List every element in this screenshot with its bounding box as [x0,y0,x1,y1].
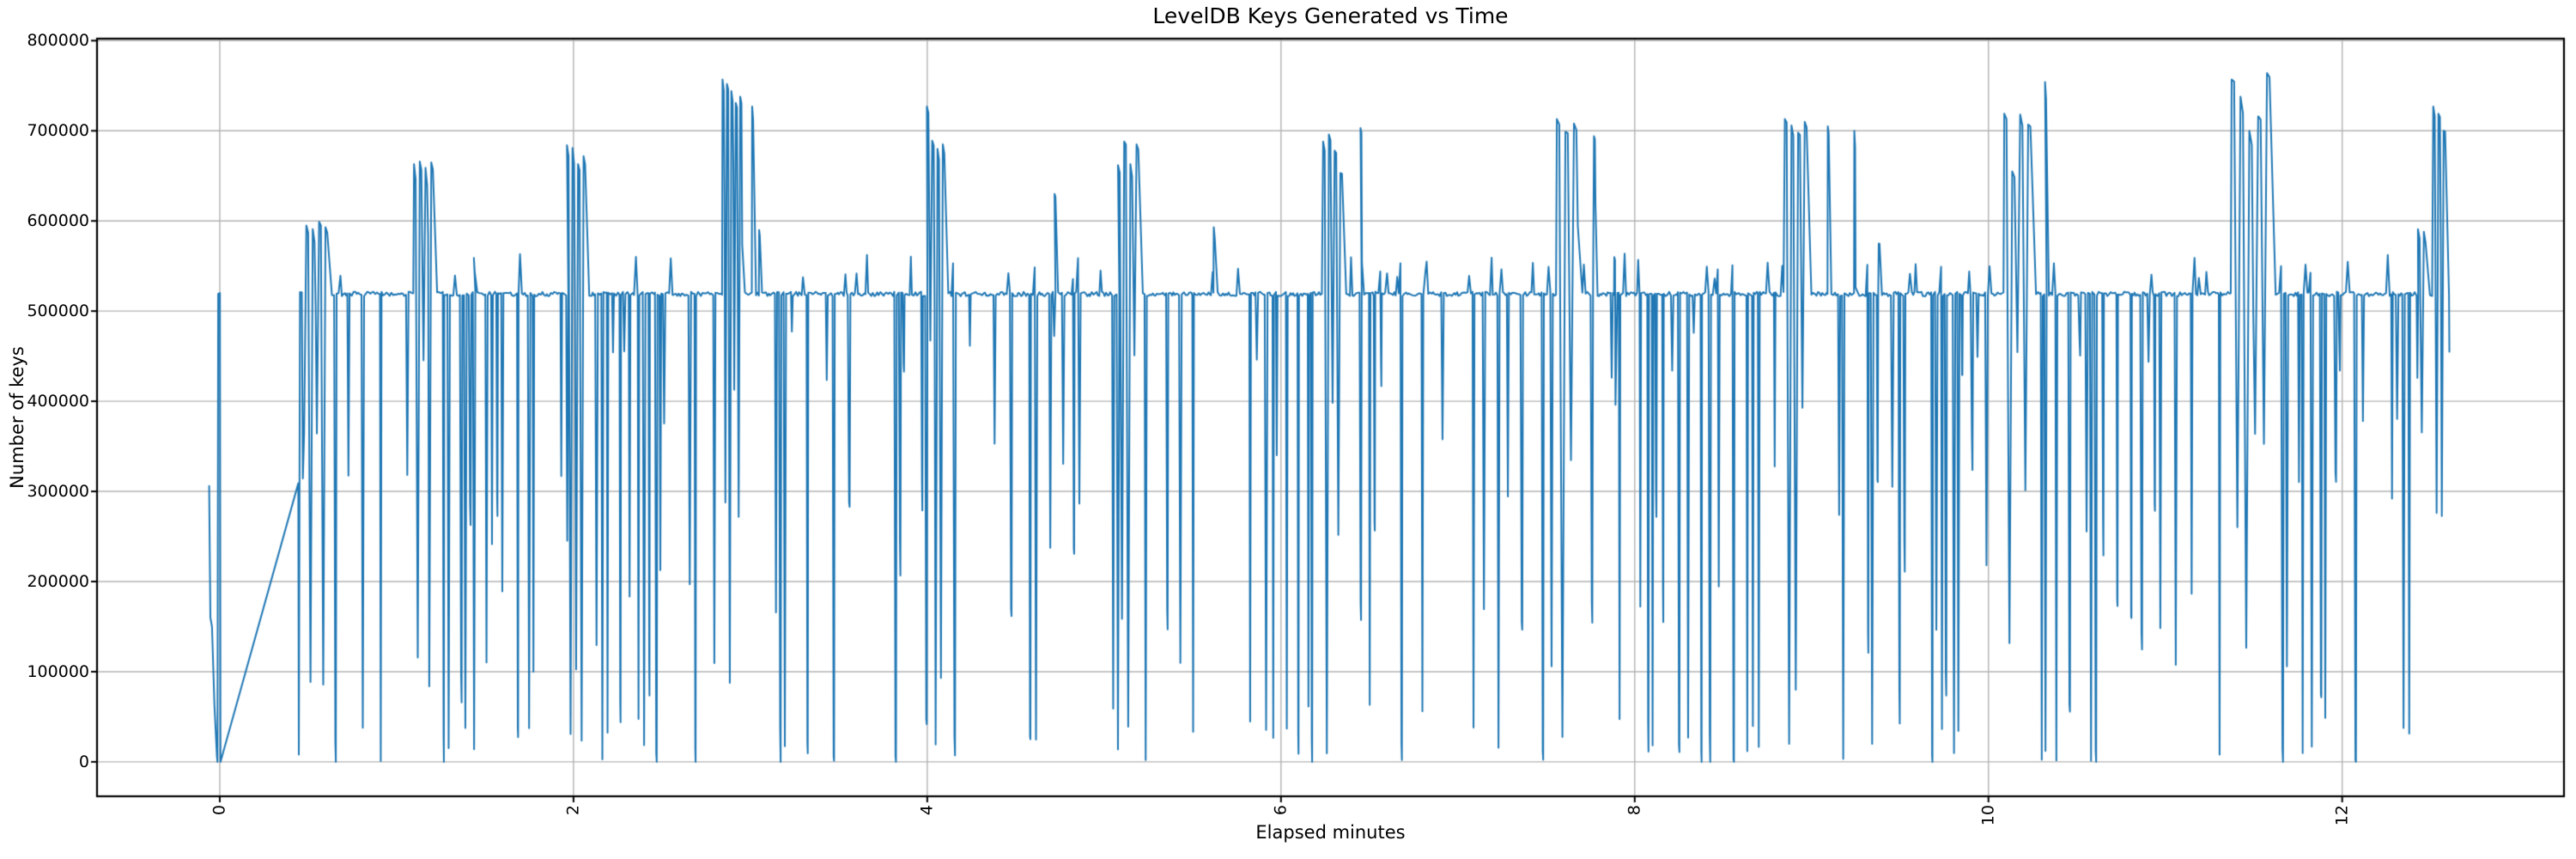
chart-title: LevelDB Keys Generated vs Time [1152,3,1509,28]
x-axis-label: Elapsed minutes [1255,822,1406,843]
y-axis-label: Number of keys [7,346,27,489]
